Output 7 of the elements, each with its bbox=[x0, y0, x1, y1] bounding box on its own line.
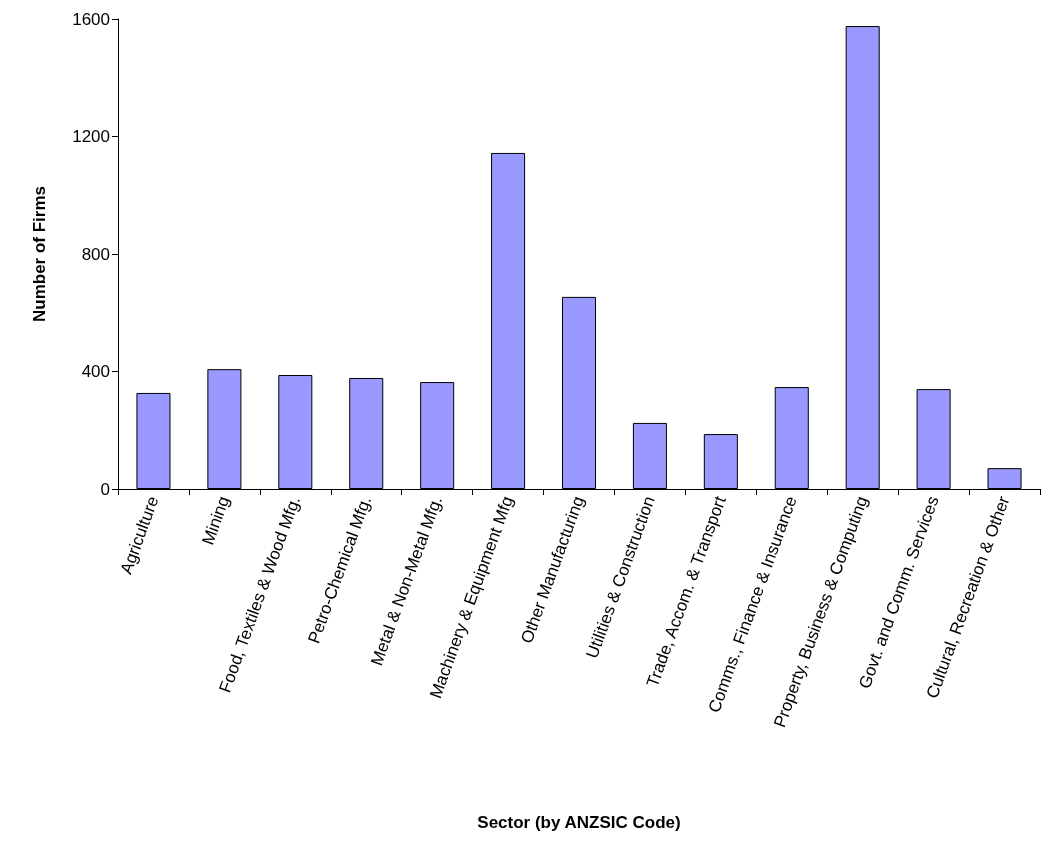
y-tick-label: 1200 bbox=[72, 127, 110, 146]
y-tick-label: 400 bbox=[81, 362, 110, 381]
y-axis-title: Number of Firms bbox=[30, 185, 49, 323]
y-tick-label: 0 bbox=[100, 479, 110, 499]
x-axis-title: Sector (by ANZSIC Code) bbox=[477, 813, 681, 832]
y-tick-label: 1600 bbox=[72, 9, 110, 29]
y-tick-label: 800 bbox=[81, 244, 110, 264]
